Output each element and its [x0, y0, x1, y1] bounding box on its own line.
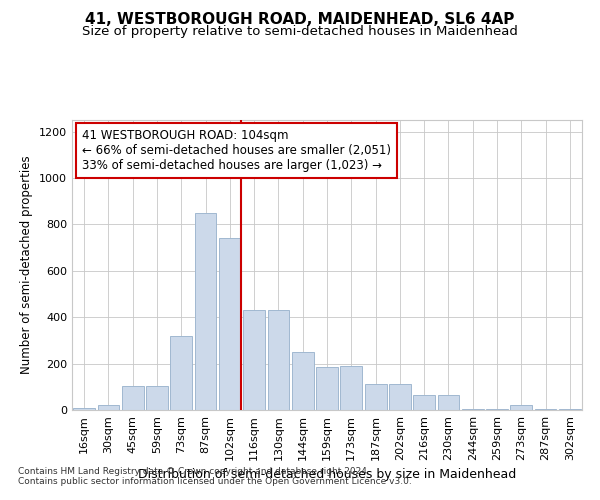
Bar [559, 409, 581, 410]
Bar [511, 406, 532, 410]
Bar [97, 406, 119, 410]
Bar [389, 384, 411, 410]
Bar [292, 352, 314, 410]
Bar [170, 336, 192, 410]
Bar [462, 409, 484, 410]
Bar [316, 367, 338, 410]
X-axis label: Distribution of semi-detached houses by size in Maidenhead: Distribution of semi-detached houses by … [138, 468, 516, 481]
Bar [73, 408, 95, 410]
Bar [486, 409, 508, 410]
Bar [146, 386, 168, 410]
Bar [437, 395, 460, 410]
Bar [535, 409, 556, 410]
Bar [243, 310, 265, 410]
Y-axis label: Number of semi-detached properties: Number of semi-detached properties [20, 156, 34, 374]
Text: Contains HM Land Registry data © Crown copyright and database right 2024.: Contains HM Land Registry data © Crown c… [18, 468, 370, 476]
Text: 41 WESTBOROUGH ROAD: 104sqm
← 66% of semi-detached houses are smaller (2,051)
33: 41 WESTBOROUGH ROAD: 104sqm ← 66% of sem… [82, 128, 391, 172]
Bar [194, 213, 217, 410]
Text: 41, WESTBOROUGH ROAD, MAIDENHEAD, SL6 4AP: 41, WESTBOROUGH ROAD, MAIDENHEAD, SL6 4A… [85, 12, 515, 28]
Bar [219, 238, 241, 410]
Bar [340, 366, 362, 410]
Bar [365, 384, 386, 410]
Bar [268, 310, 289, 410]
Text: Size of property relative to semi-detached houses in Maidenhead: Size of property relative to semi-detach… [82, 25, 518, 38]
Text: Contains public sector information licensed under the Open Government Licence v3: Contains public sector information licen… [18, 478, 412, 486]
Bar [413, 395, 435, 410]
Bar [122, 386, 143, 410]
